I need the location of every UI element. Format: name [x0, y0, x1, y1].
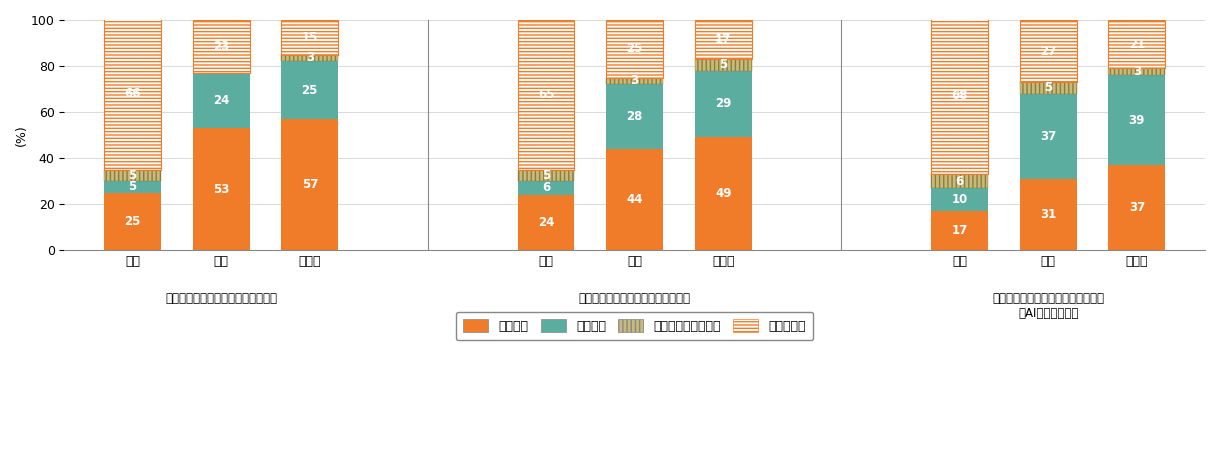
Y-axis label: (%): (%) — [15, 124, 28, 146]
Text: 37: 37 — [1041, 130, 1057, 143]
Bar — [104, 170, 161, 181]
Bar — [193, 73, 250, 128]
Text: 27: 27 — [1041, 45, 1057, 58]
Bar — [606, 85, 664, 149]
Bar — [282, 20, 338, 54]
Bar — [282, 61, 338, 119]
Bar — [695, 71, 752, 137]
Text: 25: 25 — [301, 84, 318, 97]
Text: 17: 17 — [952, 224, 967, 237]
Text: 57: 57 — [301, 178, 318, 191]
Text: 21: 21 — [1128, 38, 1144, 51]
Bar — [931, 188, 988, 211]
Bar — [695, 59, 752, 71]
Bar — [931, 211, 988, 250]
Text: 39: 39 — [1128, 113, 1146, 126]
Text: 23: 23 — [214, 40, 229, 53]
Bar — [1109, 68, 1165, 75]
Bar — [1020, 82, 1076, 93]
Bar — [1109, 75, 1165, 165]
Bar — [517, 20, 575, 170]
Text: 3: 3 — [631, 74, 639, 87]
Bar — [282, 54, 338, 61]
Bar — [1020, 93, 1076, 179]
Text: 製品・サービスを通じたデータ蓄積: 製品・サービスを通じたデータ蓄積 — [578, 292, 691, 305]
Bar — [1109, 68, 1165, 75]
Bar — [193, 20, 250, 73]
Bar — [931, 18, 988, 174]
Text: 53: 53 — [214, 183, 229, 196]
Bar — [1020, 179, 1076, 250]
Text: 29: 29 — [715, 98, 732, 111]
Bar — [1109, 165, 1165, 250]
Text: 5: 5 — [128, 180, 137, 193]
Text: 10: 10 — [952, 193, 967, 206]
Text: 15: 15 — [301, 31, 318, 44]
Bar — [695, 20, 752, 59]
Text: 5: 5 — [128, 169, 137, 182]
Bar — [104, 181, 161, 193]
Bar — [517, 20, 575, 170]
Bar — [282, 119, 338, 250]
Text: 5: 5 — [1044, 81, 1053, 94]
Bar — [606, 20, 664, 78]
Bar — [193, 20, 250, 73]
Bar — [282, 20, 338, 54]
Text: 24: 24 — [214, 94, 229, 107]
Text: 28: 28 — [627, 110, 643, 123]
Bar — [104, 193, 161, 250]
Bar — [517, 170, 575, 181]
Text: 24: 24 — [538, 216, 554, 229]
Bar — [1020, 20, 1076, 82]
Bar — [1020, 82, 1076, 93]
Text: 66: 66 — [124, 87, 140, 100]
Text: 44: 44 — [626, 193, 643, 206]
Bar — [104, 170, 161, 181]
Legend: 導入済み, 導入予定, 導入する予定はない, わからない: 導入済み, 導入予定, 導入する予定はない, わからない — [456, 312, 814, 340]
Bar — [695, 59, 752, 71]
Text: 3: 3 — [1133, 65, 1141, 78]
Text: 68: 68 — [952, 89, 967, 102]
Text: 製品・サービスを通じたデータ処理
（AIの適用含む）: 製品・サービスを通じたデータ処理 （AIの適用含む） — [992, 292, 1104, 320]
Bar — [282, 54, 338, 61]
Bar — [606, 20, 664, 78]
Bar — [517, 195, 575, 250]
Bar — [695, 137, 752, 250]
Bar — [606, 78, 664, 85]
Text: 17: 17 — [715, 33, 732, 46]
Bar — [931, 174, 988, 188]
Bar — [606, 78, 664, 85]
Text: 65: 65 — [538, 88, 554, 101]
Bar — [1109, 20, 1165, 68]
Bar — [517, 170, 575, 181]
Bar — [1020, 20, 1076, 82]
Text: 25: 25 — [627, 42, 643, 55]
Text: 3: 3 — [306, 52, 314, 65]
Bar — [695, 20, 752, 59]
Bar — [931, 18, 988, 174]
Bar — [104, 18, 161, 170]
Text: 6: 6 — [955, 174, 964, 187]
Bar — [193, 128, 250, 250]
Text: 製品・サービスを通じたデータ収集: 製品・サービスを通じたデータ収集 — [165, 292, 277, 305]
Text: 49: 49 — [715, 187, 732, 200]
Bar — [517, 181, 575, 195]
Bar — [931, 174, 988, 188]
Bar — [606, 149, 664, 250]
Text: 25: 25 — [124, 215, 140, 228]
Text: 5: 5 — [719, 59, 727, 71]
Text: 6: 6 — [542, 181, 550, 194]
Text: 37: 37 — [1128, 201, 1144, 214]
Text: 31: 31 — [1041, 208, 1057, 221]
Text: 5: 5 — [542, 169, 550, 182]
Bar — [1109, 20, 1165, 68]
Bar — [104, 18, 161, 170]
